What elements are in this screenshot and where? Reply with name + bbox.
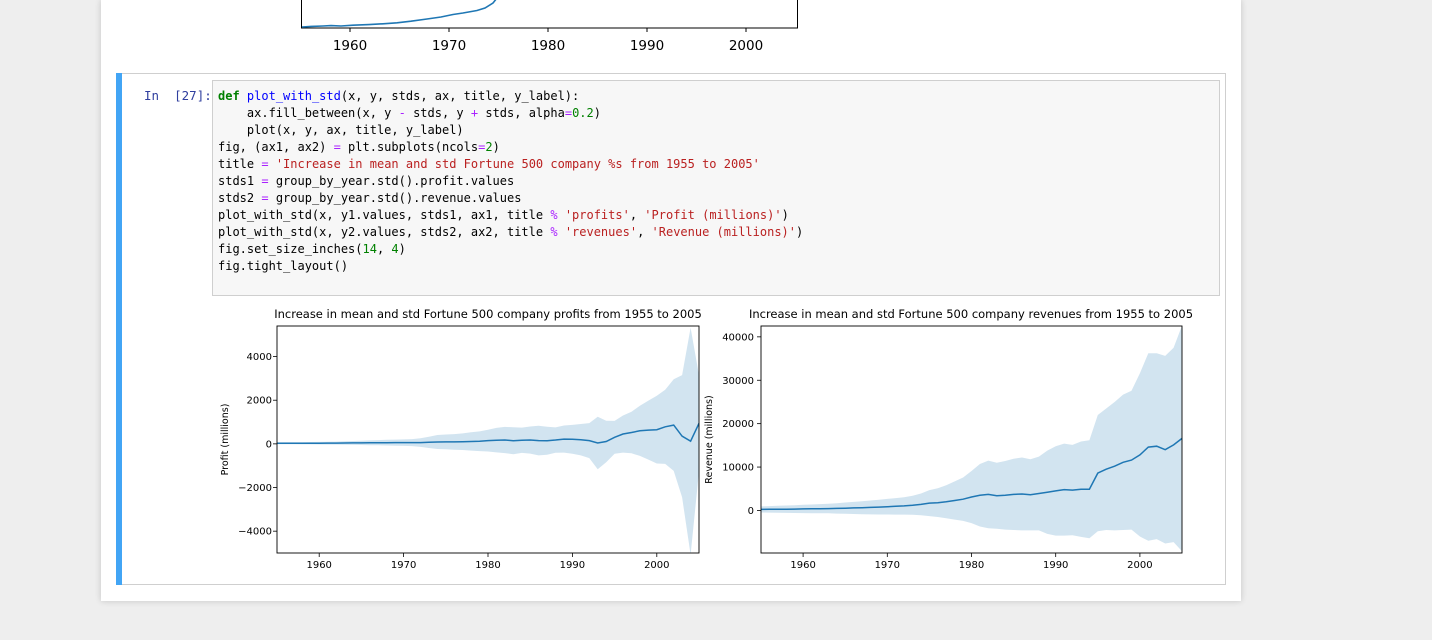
code-line: stds1 = group_by_year.std().profit.value…: [218, 174, 515, 188]
x-tick-label: 1990: [560, 560, 585, 571]
x-tick-label: 2000: [644, 560, 669, 571]
code-line: plot_with_std(x, y2.values, stds2, ax2, …: [218, 225, 804, 239]
prompt-number: [27]:: [174, 88, 212, 103]
cell-output: 1960 1970 1980 1990 2000 4000 2000 0 −2000 −4000 I…: [212, 296, 1222, 581]
y-tick-label: 30000: [722, 376, 754, 387]
mean-line: [277, 422, 699, 445]
code-editor[interactable]: def plot_with_std(x, y, stds, ax, title,…: [212, 80, 1220, 296]
y-tick-label: 20000: [722, 419, 754, 430]
y-tick-label: 4000: [247, 352, 272, 363]
previous-chart-x-tick-label: 2000: [729, 38, 763, 54]
code-line: plot_with_std(x, y1.values, stds1, ax1, …: [218, 208, 789, 222]
code-line: fig.tight_layout(): [218, 259, 349, 273]
chart-title: Increase in mean and std Fortune 500 com…: [274, 307, 702, 321]
x-tick-label: 1970: [391, 560, 416, 571]
code-line: plot(x, y, ax, title, y_label): [218, 123, 464, 137]
x-tick-label: 1980: [959, 560, 984, 571]
code-line: stds2 = group_by_year.std().revenue.valu…: [218, 191, 522, 205]
x-tick-label: 1990: [1043, 560, 1068, 571]
y-tick-label: −4000: [238, 527, 272, 538]
previous-chart-x-tick-label: 1970: [432, 38, 466, 54]
previous-chart: 1960 1970 1980 1990 2000: [301, 0, 798, 54]
y-tick-label: 10000: [722, 463, 754, 474]
std-band: [761, 326, 1182, 552]
chart-title: Increase in mean and std Fortune 500 com…: [749, 307, 1193, 321]
output-figure: 1960 1970 1980 1990 2000400020000−2000−4000I…: [220, 307, 1193, 571]
input-prompt: In [27]:: [144, 88, 234, 103]
y-tick-label: 2000: [247, 396, 272, 407]
previous-chart-x-tick-label: 1960: [333, 38, 367, 54]
chart-panel-1: 1960 1970 1980 1990 2000 4000 2000 0 −2000 −4000 I…: [220, 307, 702, 571]
code-line: fig, (ax1, ax2) = plt.subplots(ncols=2): [218, 140, 500, 154]
y-tick-label: 0: [266, 439, 272, 450]
code-line: title = 'Increase in mean and std Fortun…: [218, 157, 760, 171]
x-tick-label: 2000: [1127, 560, 1152, 571]
notebook-page: 1960 1970 1980 1990 2000 In [27]: def plot_w…: [101, 0, 1241, 601]
y-axis-label: Revenue (millions): [704, 395, 715, 483]
y-tick-label: 0: [748, 506, 754, 517]
mean-line: [761, 437, 1182, 511]
prompt-in: In: [144, 88, 160, 103]
x-tick-label: 1980: [475, 560, 500, 571]
previous-chart-frame: [301, 0, 798, 29]
code-line: ax.fill_between(x, y - stds, y + stds, a…: [218, 106, 601, 120]
code-cell-27[interactable]: In [27]: def plot_with_std(x, y, stds, a…: [116, 73, 1226, 585]
cell-selected-indicator: [116, 73, 122, 585]
previous-chart-x-tick-label: 1980: [531, 38, 565, 54]
previous-chart-x-tick-label: 1990: [630, 38, 664, 54]
chart-panel-2: 1960 1970 1980 1990 2000 40000 30000 20000 10000…: [704, 307, 1193, 571]
x-tick-label: 1970: [875, 560, 900, 571]
y-tick-label: 40000: [722, 332, 754, 343]
code-line: def plot_with_std(x, y, stds, ax, title,…: [218, 89, 580, 103]
x-tick-label: 1960: [790, 560, 815, 571]
y-axis-label: Profit (millions): [220, 404, 231, 476]
y-tick-label: −2000: [238, 483, 272, 494]
code-text[interactable]: def plot_with_std(x, y, stds, ax, title,…: [218, 88, 803, 275]
x-tick-label: 1960: [306, 560, 331, 571]
code-line: fig.set_size_inches(14, 4): [218, 242, 406, 256]
previous-chart-line: [301, 0, 497, 28]
